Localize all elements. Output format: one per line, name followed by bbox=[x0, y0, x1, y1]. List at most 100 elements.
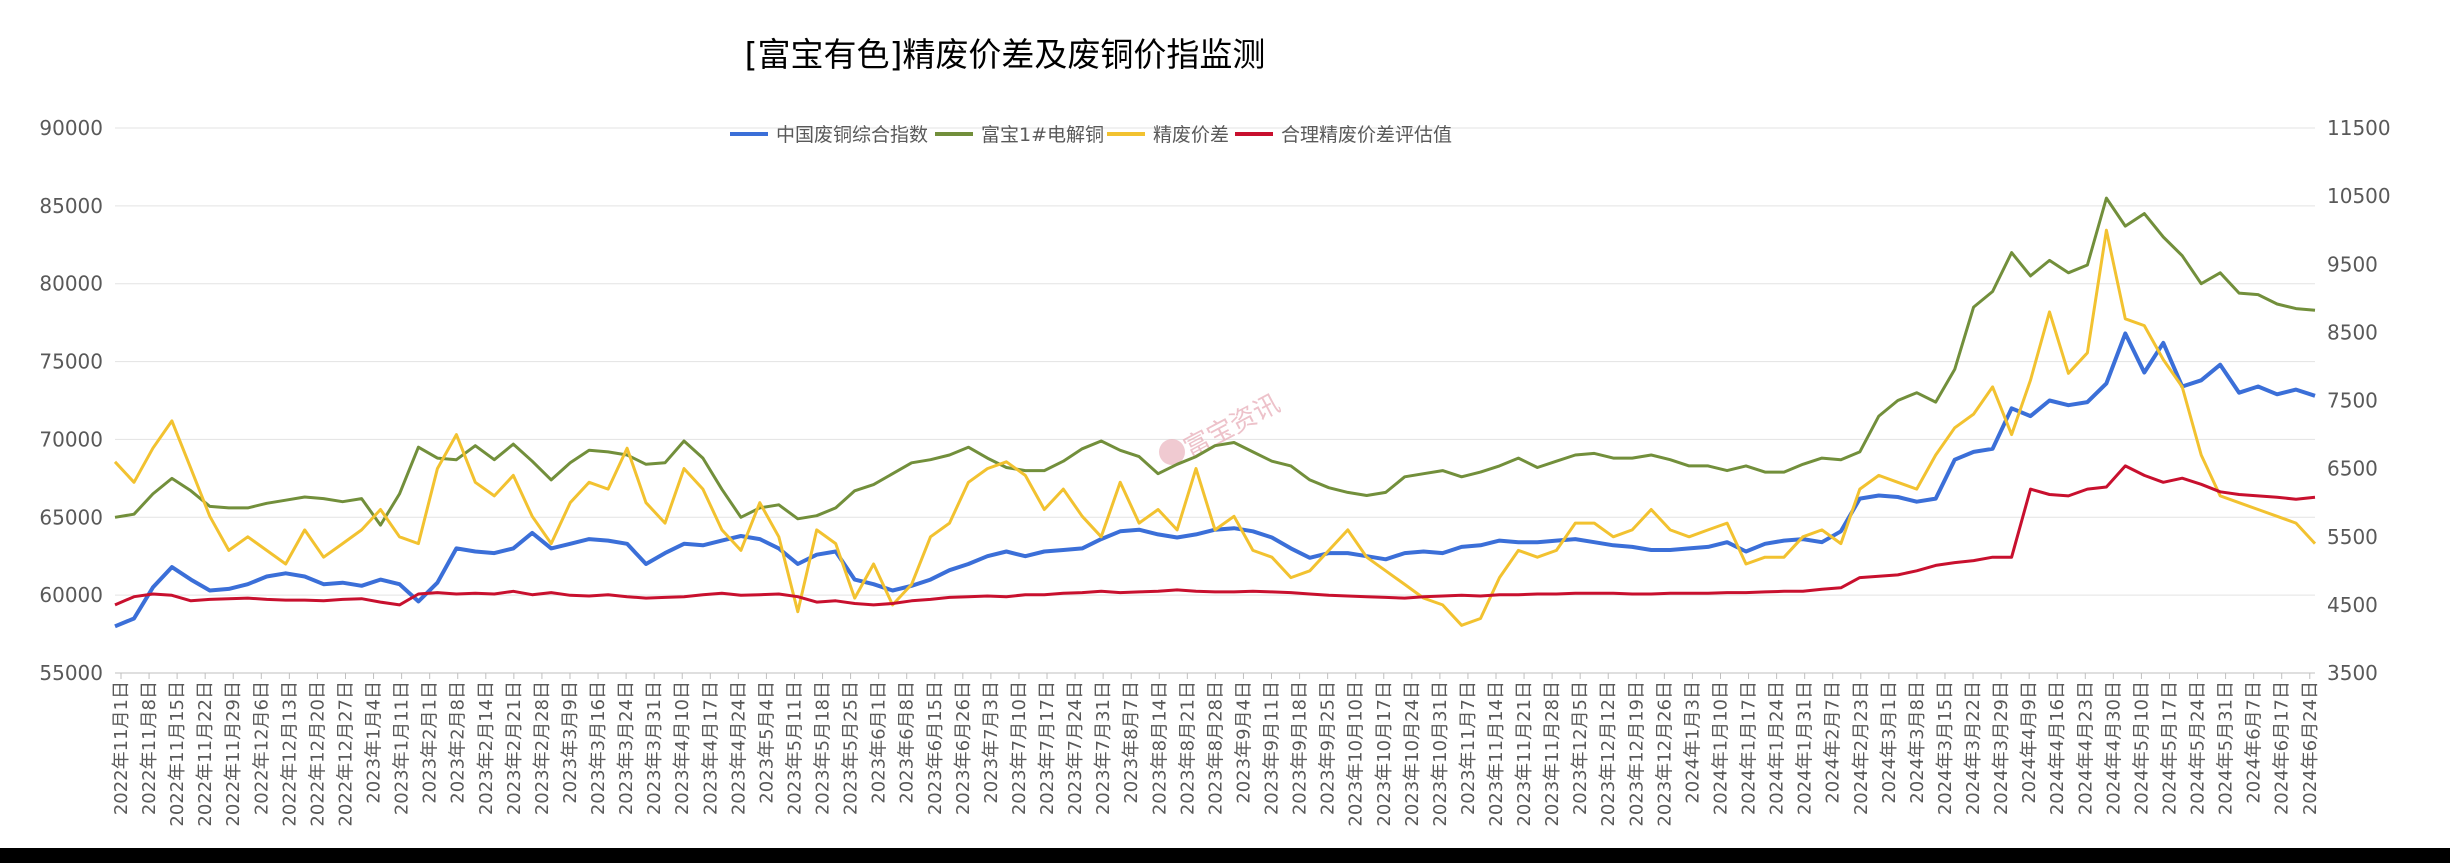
x-tick-label: 2022年11月29日 bbox=[223, 681, 244, 827]
x-tick-label: 2024年1月17日 bbox=[1739, 681, 1760, 815]
legend-label: 富宝1#电解铜 bbox=[981, 124, 1104, 146]
x-tick-label: 2023年7月10日 bbox=[1009, 681, 1030, 815]
x-tick-label: 2023年3月24日 bbox=[616, 681, 637, 815]
x-tick-label: 2023年1月11日 bbox=[392, 681, 413, 815]
x-tick-label: 2023年7月24日 bbox=[1065, 681, 1086, 815]
x-tick-label: 2024年5月10日 bbox=[2131, 681, 2152, 815]
y-axis-left: 90000 85000 80000 75000 70000 65000 60000 55000 bbox=[39, 116, 103, 685]
x-tick-label: 2023年5月18日 bbox=[813, 681, 834, 815]
x-tick-label: 2024年4月30日 bbox=[2103, 681, 2124, 815]
x-tick-label: 2023年3月31日 bbox=[644, 681, 665, 815]
y-right-tick-label: 4500 bbox=[2327, 593, 2378, 617]
x-tick-label: 2024年6月17日 bbox=[2272, 681, 2293, 815]
x-tick-label: 2023年2月28日 bbox=[532, 681, 553, 815]
x-tick-label: 2023年9月25日 bbox=[1318, 681, 1339, 815]
x-tick-label: 2023年11月21日 bbox=[1514, 681, 1535, 827]
x-tick-label: 2024年1月24日 bbox=[1767, 681, 1788, 815]
y-right-tick-label: 9500 bbox=[2327, 252, 2378, 276]
x-tick-label: 2024年1月3日 bbox=[1682, 681, 1703, 804]
legend-label: 合理精废价差评估值 bbox=[1281, 124, 1452, 146]
x-tick-label: 2024年3月22日 bbox=[1963, 681, 1984, 815]
y-right-tick-label: 10500 bbox=[2327, 184, 2391, 208]
y-left-tick-label: 75000 bbox=[39, 350, 103, 374]
x-tick-label: 2022年11月1日 bbox=[111, 681, 132, 815]
x-tick-label: 2023年5月25日 bbox=[841, 681, 862, 815]
x-tick-label: 2023年9月18日 bbox=[1290, 681, 1311, 815]
series-line-3 bbox=[114, 464, 2316, 607]
x-tick-label: 2023年8月28日 bbox=[1205, 681, 1226, 815]
x-tick-label: 2022年11月8日 bbox=[139, 681, 160, 815]
x-tick-label: 2023年10月10日 bbox=[1346, 681, 1367, 827]
x-tick-label: 2023年6月1日 bbox=[869, 681, 890, 804]
y-left-tick-label: 55000 bbox=[39, 661, 103, 685]
x-tick-label: 2024年4月9日 bbox=[2019, 681, 2040, 804]
x-axis: 2022年11月1日 2022年11月8日 2022年11月15日 2022年11月2… bbox=[111, 673, 2321, 827]
y-right-tick-label: 8500 bbox=[2327, 320, 2378, 344]
x-tick-label: 2023年2月21日 bbox=[504, 681, 525, 815]
x-tick-label: 2023年6月26日 bbox=[953, 681, 974, 815]
x-tick-label: 2023年6月15日 bbox=[925, 681, 946, 815]
x-tick-label: 2024年5月17日 bbox=[2159, 681, 2180, 815]
x-tick-label: 2023年3月16日 bbox=[588, 681, 609, 815]
x-tick-label: 2023年2月1日 bbox=[420, 681, 441, 804]
series-line-1 bbox=[114, 196, 2316, 527]
x-tick-label: 2023年9月4日 bbox=[1233, 681, 1254, 804]
x-tick-label: 2023年2月8日 bbox=[448, 681, 469, 804]
x-tick-label: 2022年12月13日 bbox=[279, 681, 300, 827]
series-line-2 bbox=[113, 228, 2317, 627]
legend-label: 中国废铜综合指数 bbox=[776, 124, 928, 146]
x-tick-label: 2023年12月12日 bbox=[1598, 681, 1619, 827]
x-tick-label: 2023年11月7日 bbox=[1458, 681, 1479, 815]
x-tick-label: 2024年4月16日 bbox=[2047, 681, 2068, 815]
x-tick-label: 2023年8月7日 bbox=[1121, 681, 1142, 804]
x-tick-label: 2023年6月8日 bbox=[897, 681, 918, 804]
x-tick-label: 2024年3月29日 bbox=[1991, 681, 2012, 815]
x-tick-label: 2024年1月31日 bbox=[1795, 681, 1816, 815]
watermark: 富宝资讯 bbox=[1159, 389, 1285, 465]
y-right-tick-label: 11500 bbox=[2327, 116, 2391, 140]
y-right-tick-label: 3500 bbox=[2327, 661, 2378, 685]
x-tick-label: 2024年1月10日 bbox=[1710, 681, 1731, 815]
x-tick-label: 2023年7月31日 bbox=[1093, 681, 1114, 815]
x-tick-label: 2024年5月31日 bbox=[2216, 681, 2237, 815]
x-tick-label: 2023年2月14日 bbox=[476, 681, 497, 815]
x-tick-label: 2023年12月5日 bbox=[1570, 681, 1591, 815]
y-left-tick-label: 65000 bbox=[39, 505, 103, 529]
y-left-tick-label: 80000 bbox=[39, 272, 103, 296]
x-tick-label: 2023年10月31日 bbox=[1430, 681, 1451, 827]
x-tick-label: 2024年6月7日 bbox=[2244, 681, 2265, 804]
x-tick-label: 2022年12月27日 bbox=[335, 681, 356, 827]
legend-label: 精废价差 bbox=[1153, 124, 1229, 146]
x-tick-label: 2023年4月17日 bbox=[700, 681, 721, 815]
x-tick-label: 2023年7月17日 bbox=[1037, 681, 1058, 815]
x-tick-label: 2023年8月14日 bbox=[1149, 681, 1170, 815]
x-tick-label: 2023年10月17日 bbox=[1374, 681, 1395, 827]
x-tick-label: 2024年3月8日 bbox=[1907, 681, 1928, 804]
x-tick-label: 2023年12月19日 bbox=[1626, 681, 1647, 827]
y-left-tick-label: 70000 bbox=[39, 427, 103, 451]
x-tick-label: 2024年6月24日 bbox=[2300, 681, 2321, 815]
bottom-bar bbox=[0, 848, 2450, 863]
x-tick-label: 2023年12月26日 bbox=[1654, 681, 1675, 827]
x-tick-label: 2023年3月9日 bbox=[560, 681, 581, 804]
x-tick-label: 2023年5月4日 bbox=[756, 681, 777, 804]
y-left-tick-label: 90000 bbox=[39, 116, 103, 140]
chart-title: [富宝有色]精废价差及废铜价指监测 bbox=[745, 35, 1266, 74]
x-tick-label: 2023年4月24日 bbox=[728, 681, 749, 815]
x-tick-label: 2023年5月11日 bbox=[784, 681, 805, 815]
y-right-tick-label: 6500 bbox=[2327, 457, 2378, 481]
x-tick-label: 2022年12月20日 bbox=[307, 681, 328, 827]
x-tick-label: 2023年10月24日 bbox=[1402, 681, 1423, 827]
series-line-0 bbox=[114, 331, 2316, 629]
x-tick-label: 2023年9月11日 bbox=[1262, 681, 1283, 815]
watermark-text: 富宝资讯 bbox=[1179, 389, 1285, 464]
x-tick-label: 2023年11月14日 bbox=[1486, 681, 1507, 827]
y-right-tick-label: 7500 bbox=[2327, 389, 2378, 413]
x-tick-label: 2022年12月6日 bbox=[251, 681, 272, 815]
y-left-tick-label: 60000 bbox=[39, 583, 103, 607]
x-tick-label: 2023年11月28日 bbox=[1542, 681, 1563, 827]
x-tick-label: 2024年5月24日 bbox=[2188, 681, 2209, 815]
x-tick-label: 2024年4月23日 bbox=[2075, 681, 2096, 815]
y-left-tick-label: 85000 bbox=[39, 194, 103, 218]
